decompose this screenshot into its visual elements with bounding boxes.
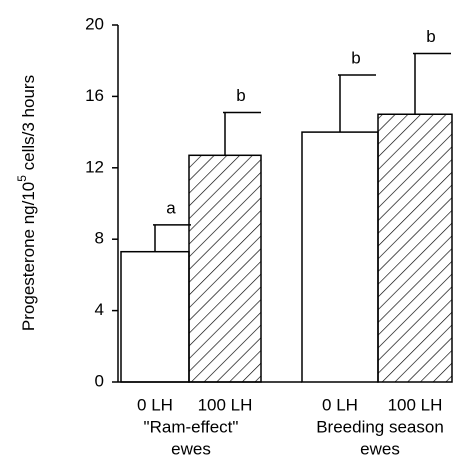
- bar: [120, 250, 190, 383]
- x-tick-label: 100 LH: [388, 395, 443, 414]
- y-tick-label: 20: [85, 14, 104, 33]
- y-tick-label: 16: [85, 86, 104, 105]
- bar-annotation: b: [351, 48, 360, 67]
- y-tick-label: 12: [85, 157, 104, 176]
- group-label: ewes: [171, 439, 211, 458]
- y-tick-label: 4: [95, 300, 104, 319]
- bar: [301, 131, 379, 383]
- group-label: ewes: [360, 439, 400, 458]
- bar: [377, 113, 453, 383]
- x-tick-label: 100 LH: [198, 395, 253, 414]
- bar-annotation: b: [426, 27, 435, 46]
- y-axis-label: Progesterone ng/105 cells/3 hours: [15, 75, 38, 331]
- group-label: Breeding season: [316, 417, 444, 436]
- y-tick-label: 8: [95, 229, 104, 248]
- bar-annotation: a: [166, 198, 176, 217]
- x-tick-label: 0 LH: [137, 395, 173, 414]
- bar: [188, 154, 262, 383]
- bar-annotation: b: [236, 86, 245, 105]
- y-tick-label: 0: [95, 371, 104, 390]
- group-label: "Ram-effect": [144, 417, 239, 436]
- x-tick-label: 0 LH: [322, 395, 358, 414]
